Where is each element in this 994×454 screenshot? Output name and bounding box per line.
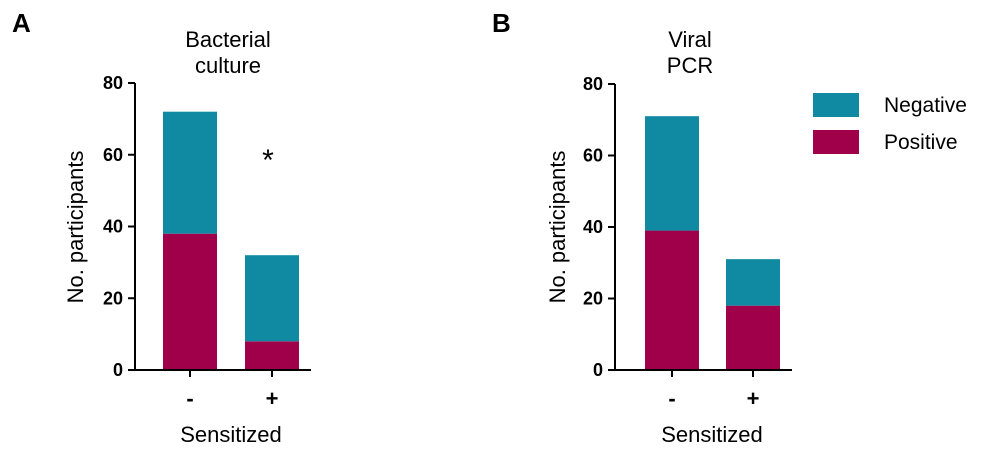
panel-a-title-line-1: Bacterial (185, 27, 271, 52)
legend-label-negative: Negative (884, 94, 967, 117)
panel-letter-a: A (12, 8, 31, 38)
panel-b-x-axis-label: Sensitized (661, 422, 763, 447)
panel-a-x-tick-label: - (186, 386, 193, 411)
panel-a-bar-negative-0 (163, 111, 217, 234)
panel-b-y-axis-label: No. participants (545, 151, 570, 304)
panel-b-title-line-2: PCR (667, 53, 713, 78)
panel-b-title-line-1: Viral (668, 27, 712, 52)
panel-a-title-line-2: culture (195, 53, 261, 78)
panel-a-y-tick-label: 40 (103, 217, 123, 237)
panel-b-bar-negative-1 (726, 259, 780, 306)
panel-a-y-tick-label: 60 (103, 145, 123, 165)
panel-b-y-tick-label: 20 (583, 289, 603, 309)
panel-b-bar-negative-0 (645, 116, 699, 231)
panel-b-y-tick-label: 80 (583, 74, 603, 94)
panel-a-plot: 0 20 40 60 80 - + (103, 73, 311, 411)
panel-a-bar-positive-0 (163, 233, 217, 370)
panel-a-bar-positive-1 (245, 341, 299, 370)
legend-swatch-positive (813, 130, 859, 154)
panel-a-y-tick-label: 20 (103, 288, 123, 308)
panel-b-x-tick-label: - (668, 386, 675, 411)
legend-label-positive: Positive (884, 131, 958, 154)
panel-a-y-tick-label: 0 (113, 360, 123, 380)
panel-b-y-tick-label: 60 (583, 146, 603, 166)
panel-b-bar-positive-1 (726, 305, 780, 370)
panel-a-x-axis-label: Sensitized (180, 422, 282, 447)
panel-b-y-tick-label: 0 (593, 360, 603, 380)
panel-a-y-axis-label: No. participants (63, 151, 88, 304)
panel-a-bar-negative-1 (245, 255, 299, 342)
legend-swatch-negative (813, 93, 859, 117)
panel-b-bar-positive-0 (645, 230, 699, 370)
legend: Negative Positive (813, 93, 967, 154)
panel-a-y-tick-label: 80 (103, 73, 123, 93)
panel-b-plot: 0 20 40 60 80 - + (583, 74, 792, 411)
panel-a-significance-asterisk: * (262, 144, 274, 177)
panel-b-x-tick-label: + (747, 386, 760, 411)
panel-letter-b: B (492, 8, 511, 38)
panel-a-x-tick-label: + (266, 386, 279, 411)
panel-b-y-tick-label: 40 (583, 217, 603, 237)
